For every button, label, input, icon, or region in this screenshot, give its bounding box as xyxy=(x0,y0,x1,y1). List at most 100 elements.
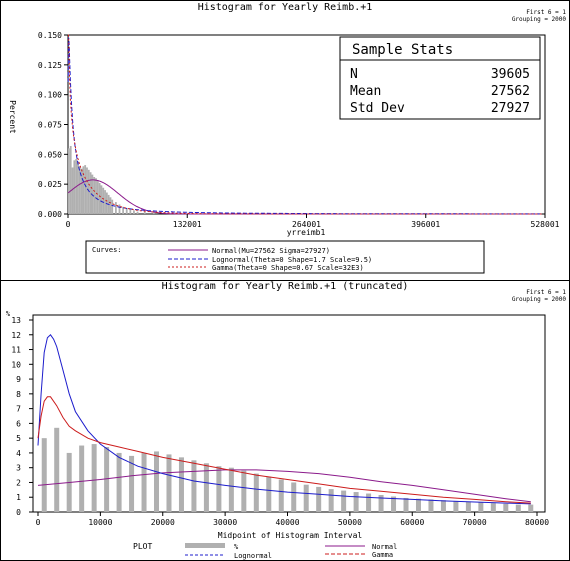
legend-gamma-text-2: Gamma xyxy=(372,551,393,559)
bottom-y-tick-label: 8 xyxy=(16,390,21,399)
bottom-histogram-bar xyxy=(465,501,471,512)
top-histogram-bar xyxy=(143,211,146,214)
bottom-y-tick-label: 2 xyxy=(16,478,21,487)
top-histogram-bar xyxy=(80,168,83,214)
bottom-histogram-bar xyxy=(166,454,172,512)
bottom-histogram-bar xyxy=(104,447,110,512)
bottom-title: Histogram for Yearly Reimb.+1 (truncated… xyxy=(162,281,409,292)
top-histogram-bar xyxy=(69,145,72,214)
stats-title: Sample Stats xyxy=(352,42,453,58)
top-y-tick-label: 0.050 xyxy=(38,150,62,159)
bottom-x-tick-label: 80000 xyxy=(525,518,549,527)
top-y-tick-label: 0.000 xyxy=(38,210,62,219)
top-histogram-bar xyxy=(133,210,135,214)
top-histogram-bar xyxy=(114,202,117,214)
top-legend-label: Curves: xyxy=(92,246,122,254)
top-histogram-bar xyxy=(152,212,155,214)
bottom-xlabel: Midpoint of Histogram Interval xyxy=(218,531,363,540)
bottom-histogram-bar xyxy=(116,452,122,512)
stats-n-value: 39605 xyxy=(491,67,530,82)
bottom-histogram-bar xyxy=(490,503,496,512)
bottom-histogram-bar xyxy=(341,490,347,512)
bottom-histogram-bar xyxy=(178,457,184,512)
bottom-histogram-bar xyxy=(378,495,384,512)
top-histogram-bar xyxy=(104,190,106,214)
top-histogram-bar xyxy=(100,185,103,214)
bottom-normal-curve xyxy=(37,469,531,503)
top-y-ticks: 0.000 0.025 0.050 0.075 0.100 0.125 0.150 xyxy=(38,31,68,219)
top-x-tick-label: 528001 xyxy=(531,220,560,229)
bottom-x-tick-label: 0 xyxy=(36,518,41,527)
top-histogram-bar xyxy=(89,172,92,214)
bottom-chart: Histogram for Yearly Reimb.+1 (truncated… xyxy=(6,281,566,560)
top-histogram-bar xyxy=(71,167,74,214)
top-note-first: First 6 = 1 xyxy=(526,9,566,16)
top-gamma-curve xyxy=(68,34,542,215)
bottom-y-tick-label: 11 xyxy=(11,346,21,355)
bottom-histogram-bar xyxy=(129,455,135,512)
stats-n-label: N xyxy=(350,67,358,82)
top-x-ticks: 0 132001 264001 396001 528001 xyxy=(66,214,560,229)
bottom-x-tick-label: 50000 xyxy=(338,518,362,527)
top-y-tick-label: 0.025 xyxy=(38,180,62,189)
legend-lognormal-text-2: Lognormal xyxy=(234,552,272,560)
bottom-x-tick-label: 40000 xyxy=(275,518,299,527)
top-legend: Curves: Normal(Mu=27562 Sigma=27927) Log… xyxy=(85,240,485,274)
bottom-histogram-bar xyxy=(366,493,372,512)
bottom-histogram-bar xyxy=(79,445,85,512)
top-xlabel: yrreimb1 xyxy=(287,228,326,237)
bottom-histogram-bar xyxy=(266,476,272,512)
bottom-y-tick-label: 13 xyxy=(11,316,21,325)
top-y-tick-label: 0.150 xyxy=(38,31,62,40)
bottom-histogram-bar xyxy=(54,427,60,512)
top-histogram-bar xyxy=(111,199,114,214)
top-histogram-bar xyxy=(77,161,79,214)
top-histogram-bar xyxy=(125,208,128,214)
top-note-grouping: Grouping = 2000 xyxy=(512,16,567,23)
bottom-histogram-bar xyxy=(203,463,209,512)
bottom-y-tick-label: 5 xyxy=(16,434,21,443)
bottom-histogram-bar xyxy=(353,492,359,512)
bottom-y-tick-label: 6 xyxy=(16,419,21,428)
bottom-histogram-bar xyxy=(453,500,459,512)
bottom-ylabel: % xyxy=(6,310,11,318)
bottom-histogram-bar xyxy=(154,451,160,512)
legend-normal-text: Normal(Mu=27562 Sigma=27927) xyxy=(212,247,330,255)
bottom-histogram-bar xyxy=(428,499,434,512)
bottom-histogram-bar xyxy=(141,452,147,512)
bottom-histogram-bar xyxy=(440,500,446,512)
bottom-histogram-bar xyxy=(41,438,47,512)
bottom-histogram-bar xyxy=(503,503,509,512)
bottom-y-tick-label: 0 xyxy=(16,508,21,517)
top-x-tick-label: 396001 xyxy=(411,220,440,229)
stats-std-label: Std Dev xyxy=(350,101,405,116)
top-x-tick-label: 264001 xyxy=(292,220,321,229)
legend-swatch-percent xyxy=(185,543,225,548)
top-histogram-bar xyxy=(122,206,125,214)
top-histogram-bar xyxy=(136,211,139,214)
legend-gamma-text: Gamma(Theta=0 Shape=0.67 Scale=32E3) xyxy=(212,264,364,272)
bottom-y-tick-label: 3 xyxy=(16,464,21,473)
bottom-y-tick-label: 10 xyxy=(11,360,21,369)
top-histogram-bar xyxy=(102,187,105,214)
top-histogram-bar xyxy=(93,177,96,214)
bottom-histogram-bar xyxy=(216,466,222,512)
bottom-x-tick-label: 10000 xyxy=(88,518,112,527)
bottom-histogram-bar xyxy=(515,504,521,512)
top-x-tick-label: 132001 xyxy=(173,220,202,229)
bottom-histogram-bar xyxy=(253,473,259,512)
top-histogram-bar xyxy=(129,209,132,214)
legend-normal-text-2: Normal xyxy=(372,543,397,551)
bottom-y-tick-label: 9 xyxy=(16,375,21,384)
bottom-x-tick-label: 60000 xyxy=(400,518,424,527)
stats-std-value: 27927 xyxy=(491,101,530,116)
bottom-histogram-bar xyxy=(478,502,484,512)
bottom-histogram-bar xyxy=(291,482,297,512)
bottom-histogram-bar xyxy=(303,484,309,512)
top-histogram-bar xyxy=(87,169,90,214)
top-curves xyxy=(67,34,542,215)
top-y-tick-label: 0.100 xyxy=(38,91,62,100)
bottom-gamma-curve xyxy=(37,396,531,504)
bottom-curves xyxy=(37,334,531,505)
